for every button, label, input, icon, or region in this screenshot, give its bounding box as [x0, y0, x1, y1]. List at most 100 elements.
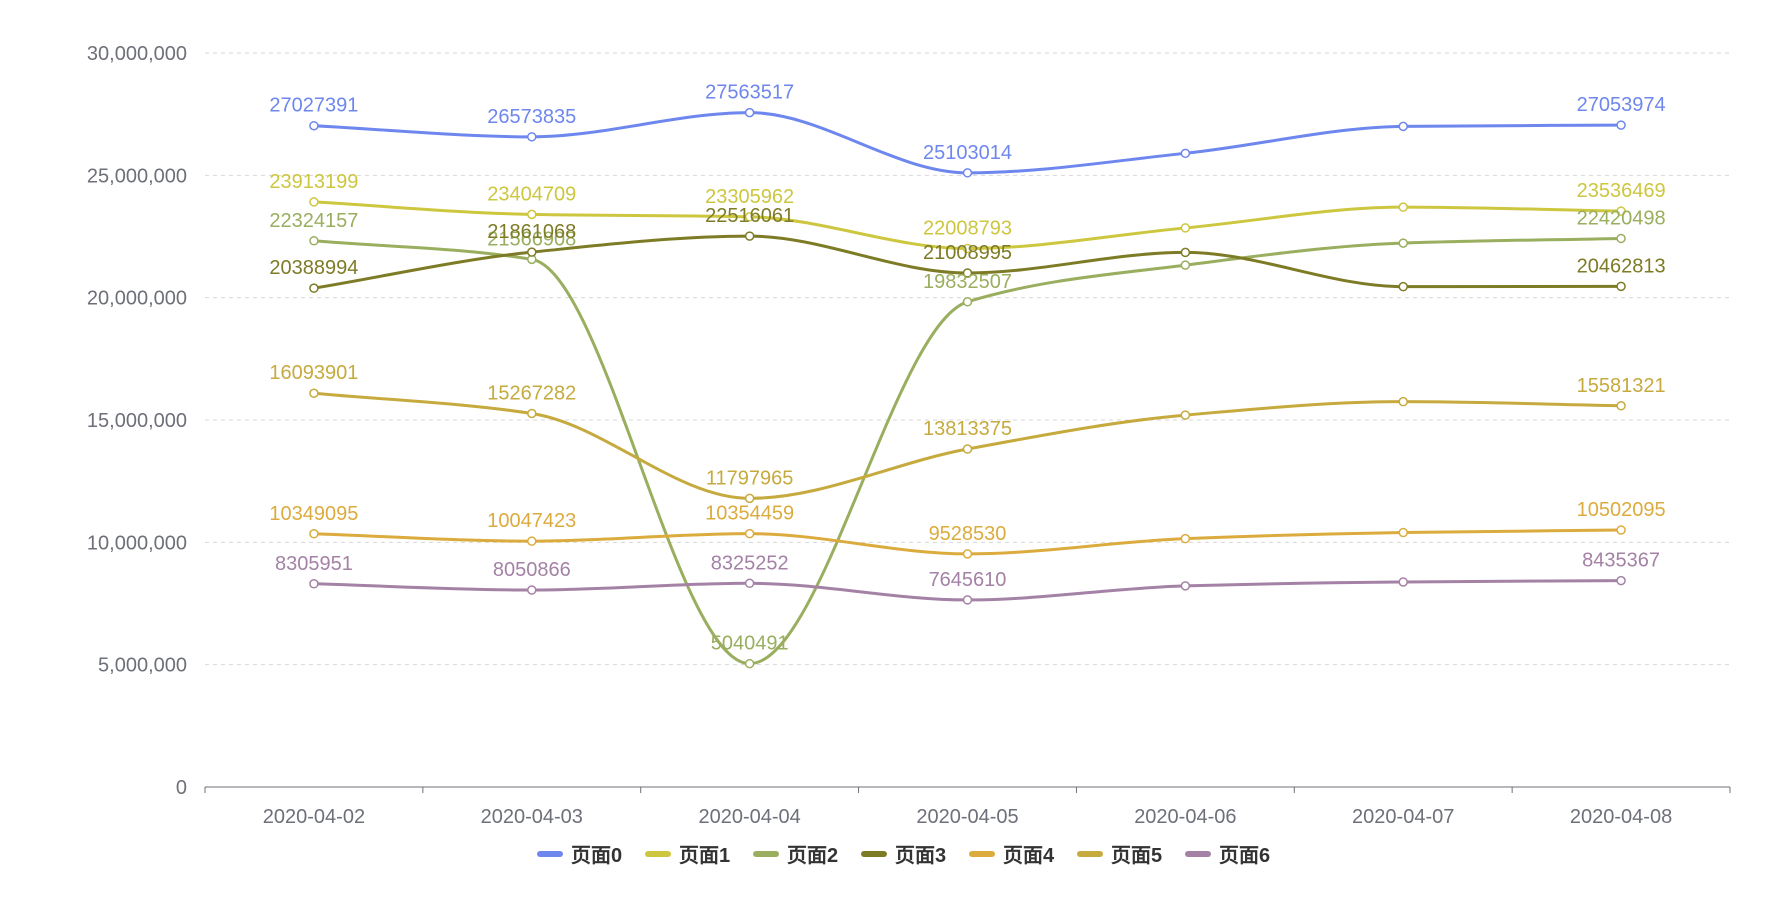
- legend-item-5[interactable]: 页面5: [1077, 845, 1162, 867]
- data-point[interactable]: [1180, 533, 1191, 544]
- legend-swatch: [861, 851, 887, 857]
- data-label: 27563517: [705, 82, 794, 104]
- data-point[interactable]: [1616, 525, 1626, 535]
- data-point[interactable]: [962, 243, 973, 254]
- legend-item-0[interactable]: 页面0: [537, 845, 622, 867]
- data-label: 22324157: [269, 210, 358, 232]
- data-point[interactable]: [1398, 238, 1408, 248]
- y-axis: 0 5,000,000 10,000,000 15,000,000 20,000,000…: [87, 43, 187, 799]
- data-label: 16093901: [269, 362, 358, 384]
- legend-item-2[interactable]: 页面2: [753, 845, 838, 867]
- legend-label: 页面6: [1219, 845, 1270, 867]
- data-point[interactable]: [1398, 202, 1408, 212]
- x-axis: 2020-04-02 2020-04-03 2020-04-04 2020-04-05…: [204, 786, 1731, 828]
- data-point[interactable]: [1398, 577, 1408, 587]
- y-tick-label: 15,000,000: [87, 410, 187, 432]
- data-label: 11797965: [706, 467, 794, 489]
- data-label: 20462813: [1577, 255, 1666, 277]
- x-tick-label: 2020-04-08: [1570, 806, 1672, 828]
- data-label: 21861068: [487, 221, 576, 243]
- data-point[interactable]: [962, 268, 973, 278]
- data-point[interactable]: [1180, 148, 1191, 159]
- data-point[interactable]: [1616, 281, 1626, 292]
- data-point[interactable]: [744, 528, 755, 539]
- data-point[interactable]: [962, 444, 973, 454]
- data-point[interactable]: [744, 493, 755, 504]
- data-labels: 27027391 26573835 27563517 25103014 27053974…: [269, 82, 1665, 655]
- series-points: [309, 107, 1626, 669]
- data-point[interactable]: [527, 585, 537, 595]
- data-point[interactable]: [309, 197, 319, 207]
- x-tick-label: 2020-04-06: [1134, 806, 1236, 828]
- legend[interactable]: 页面0 页面1 页面2 页面3 页面4 页面5 页面6: [537, 845, 1270, 867]
- legend-label: 页面1: [679, 845, 730, 867]
- data-point[interactable]: [309, 529, 319, 539]
- data-point[interactable]: [1616, 575, 1626, 586]
- data-label: 15581321: [1577, 375, 1666, 397]
- data-label: 8305951: [275, 553, 353, 575]
- legend-label: 页面5: [1111, 845, 1162, 867]
- legend-swatch: [645, 851, 671, 857]
- data-point[interactable]: [527, 536, 537, 546]
- series-line-2[interactable]: [313, 236, 1622, 666]
- data-point[interactable]: [744, 107, 755, 118]
- x-tick-label: 2020-04-04: [698, 806, 800, 828]
- data-point[interactable]: [1398, 527, 1408, 538]
- data-point[interactable]: [309, 283, 319, 293]
- data-point[interactable]: [1616, 120, 1626, 130]
- data-point[interactable]: [1616, 401, 1626, 411]
- data-point[interactable]: [309, 236, 319, 246]
- data-point[interactable]: [309, 388, 319, 398]
- legend-item-6[interactable]: 页面6: [1185, 845, 1270, 867]
- x-tick-label: 2020-04-07: [1352, 806, 1454, 828]
- data-point[interactable]: [1398, 281, 1408, 292]
- legend-swatch: [753, 851, 779, 857]
- legend-item-3[interactable]: 页面3: [861, 845, 946, 867]
- legend-item-1[interactable]: 页面1: [645, 845, 730, 867]
- data-label: 19832507: [923, 271, 1012, 293]
- data-label: 8325252: [711, 552, 789, 574]
- data-point[interactable]: [744, 212, 755, 222]
- data-point[interactable]: [309, 579, 319, 589]
- data-point[interactable]: [527, 209, 537, 220]
- data-point[interactable]: [962, 549, 973, 559]
- data-label: 20388994: [269, 257, 358, 279]
- legend-item-4[interactable]: 页面4: [969, 845, 1055, 867]
- data-label: 27053974: [1577, 94, 1666, 116]
- x-tick-label: 2020-04-02: [263, 806, 365, 828]
- data-point[interactable]: [1616, 206, 1626, 216]
- data-point[interactable]: [1180, 410, 1191, 420]
- data-label: 10502095: [1577, 499, 1666, 521]
- data-label: 10354459: [705, 503, 794, 525]
- data-label: 23305962: [705, 186, 794, 208]
- data-point[interactable]: [1398, 121, 1408, 132]
- data-point[interactable]: [527, 408, 537, 419]
- legend-label: 页面0: [571, 845, 622, 867]
- data-point[interactable]: [744, 658, 755, 669]
- data-label: 22420498: [1577, 207, 1666, 229]
- data-point[interactable]: [744, 231, 755, 241]
- data-point[interactable]: [962, 595, 973, 605]
- data-point[interactable]: [1180, 260, 1191, 270]
- legend-swatch: [969, 851, 995, 857]
- data-point[interactable]: [744, 578, 755, 589]
- data-point[interactable]: [1180, 223, 1191, 233]
- data-label: 23913199: [269, 171, 358, 193]
- x-tick-label: 2020-04-05: [916, 806, 1018, 828]
- data-point[interactable]: [962, 168, 973, 178]
- data-point[interactable]: [1616, 233, 1626, 244]
- data-point[interactable]: [527, 132, 537, 142]
- data-point[interactable]: [1180, 247, 1191, 258]
- data-point[interactable]: [309, 120, 319, 131]
- y-tick-label: 10,000,000: [87, 532, 187, 554]
- legend-label: 页面3: [895, 845, 946, 867]
- legend-swatch: [537, 851, 563, 857]
- data-point[interactable]: [1398, 396, 1408, 407]
- data-label: 15267282: [487, 382, 576, 404]
- data-point[interactable]: [1180, 581, 1191, 591]
- data-point[interactable]: [527, 247, 537, 257]
- legend-swatch: [1077, 851, 1103, 857]
- y-tick-label: 20,000,000: [87, 288, 187, 310]
- data-point[interactable]: [962, 297, 973, 307]
- data-label: 10349095: [269, 503, 358, 525]
